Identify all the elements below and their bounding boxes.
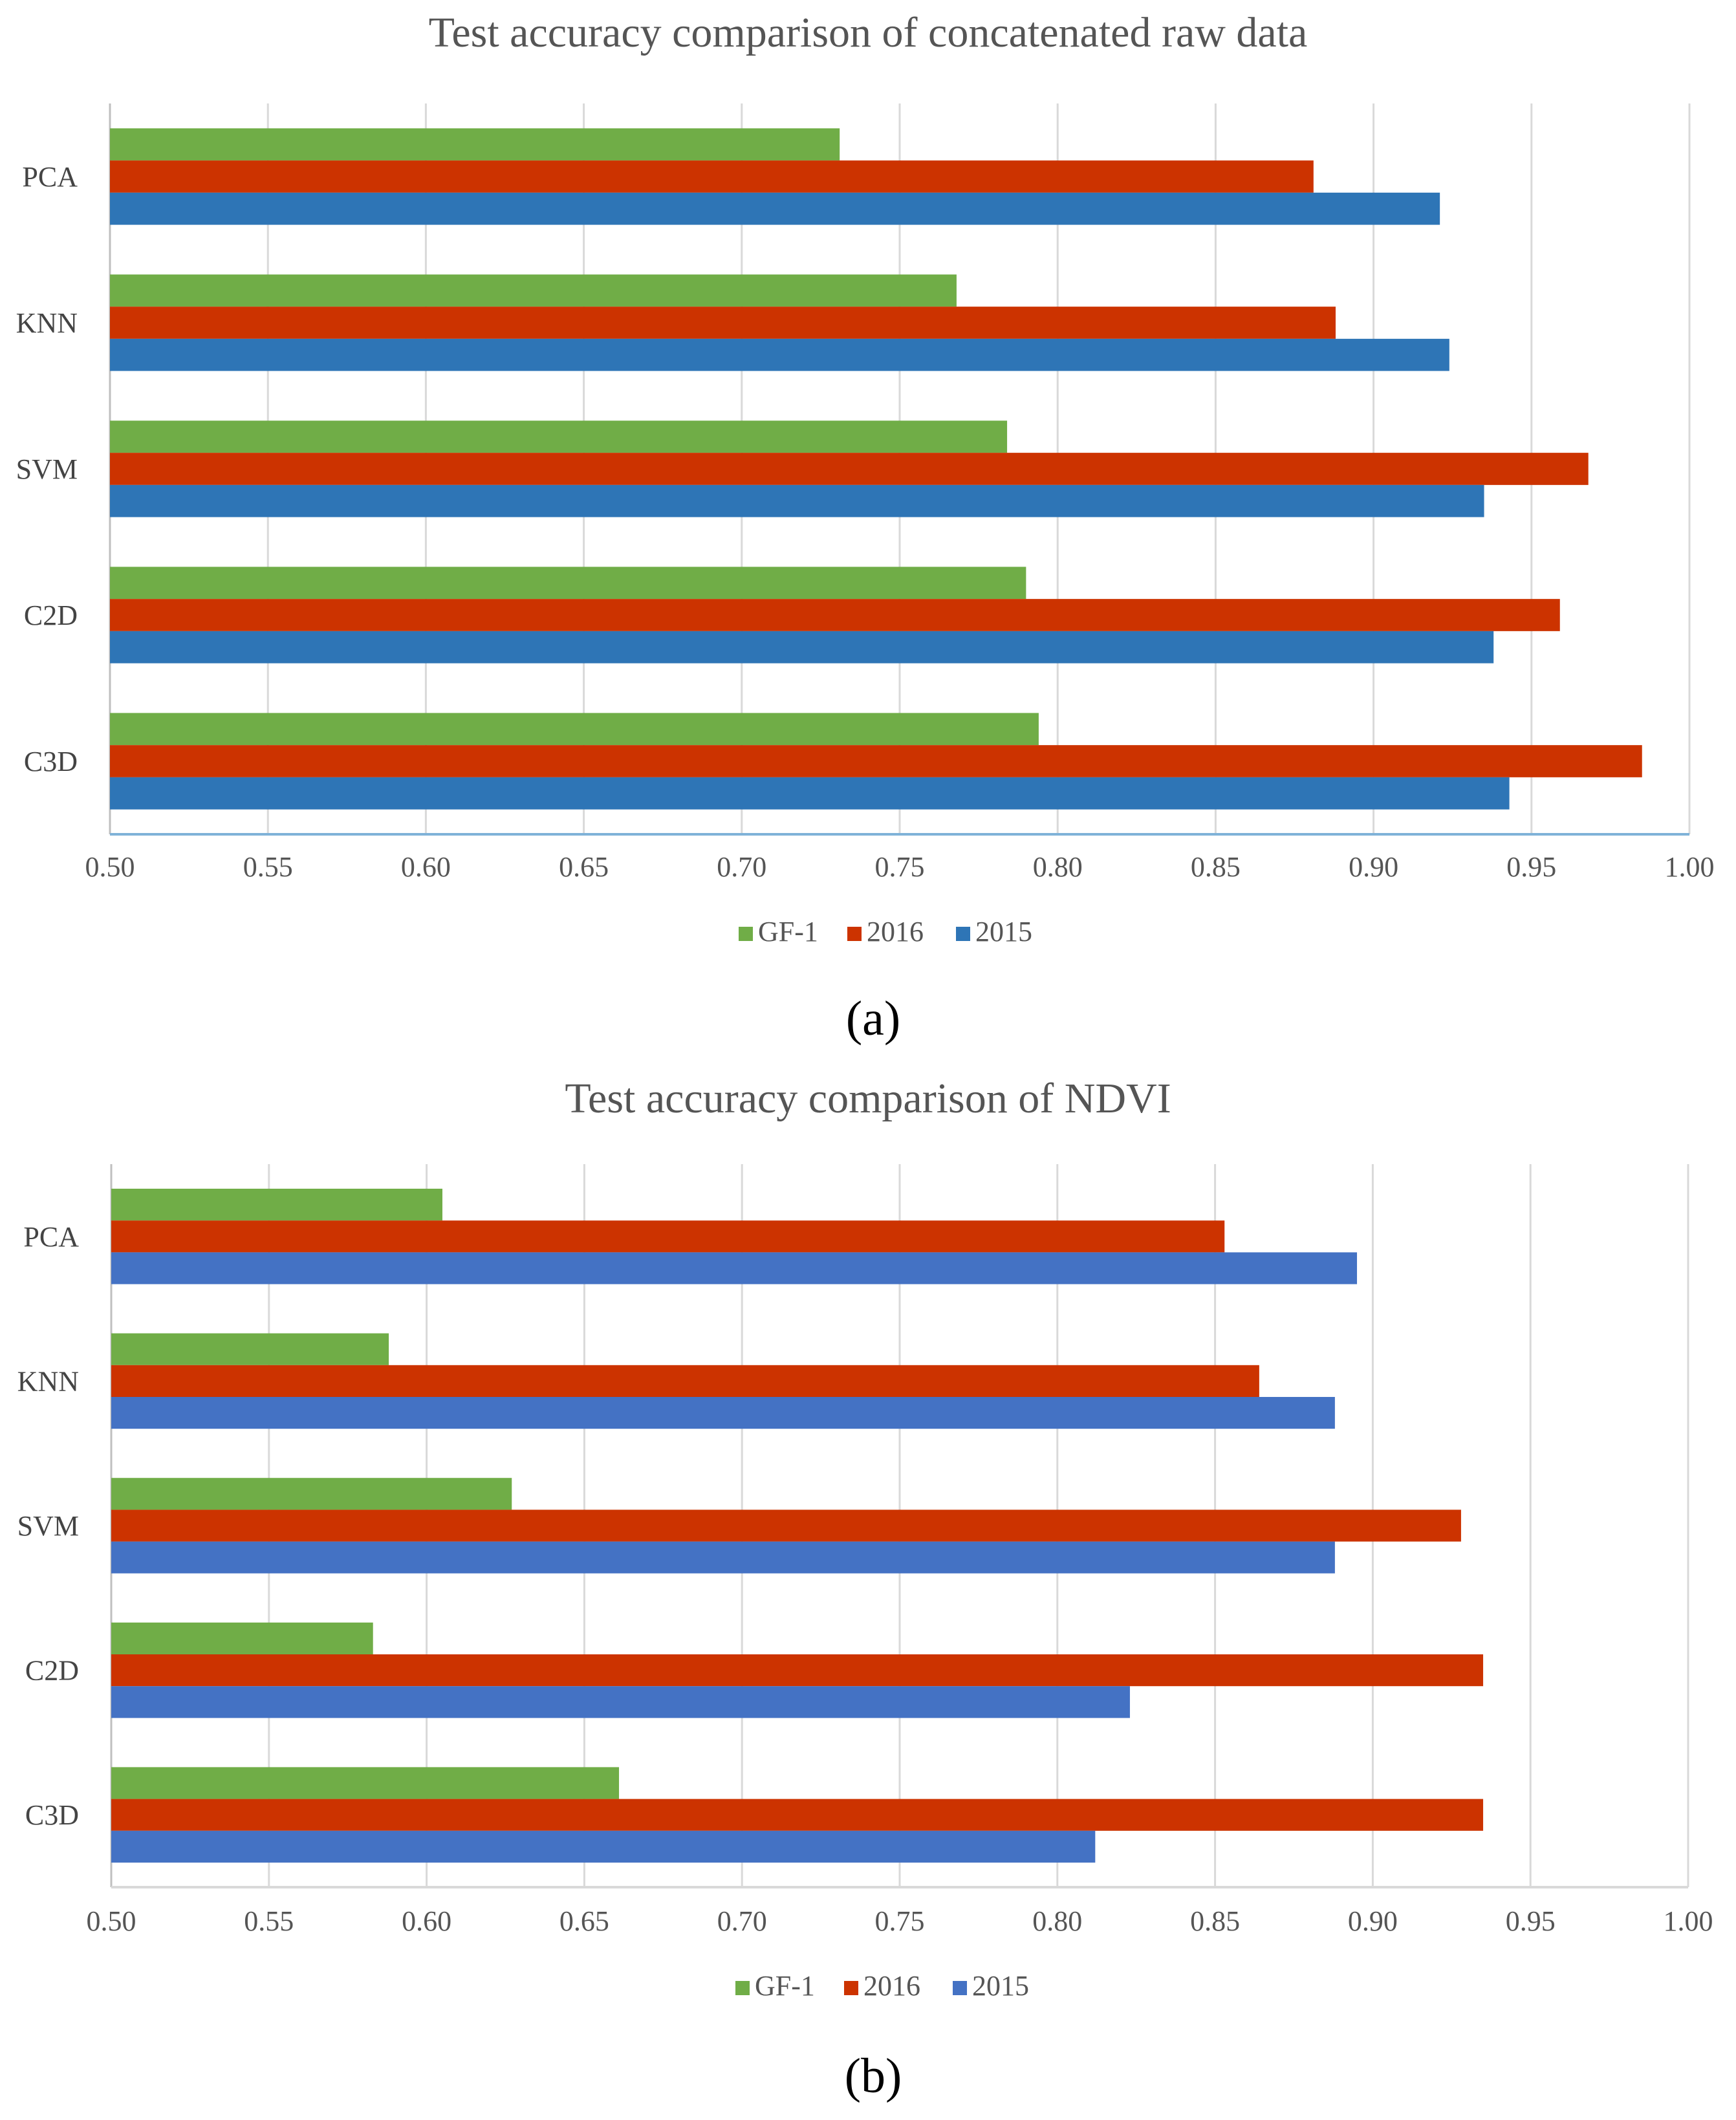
chart-title-b: Test accuracy comparison of NDVI (565, 1075, 1171, 1122)
bar-a-c2d-2016 (110, 599, 1560, 631)
x-tick-label-a-7: 0.85 (1191, 851, 1241, 883)
bar-b-knn-2015 (111, 1396, 1335, 1429)
x-tick-label-a-8: 0.90 (1349, 851, 1398, 883)
x-tick-label-a-4: 0.70 (717, 851, 766, 883)
x-tick-label-b-6: 0.80 (1032, 1905, 1082, 1937)
x-tick-label-a-6: 0.80 (1033, 851, 1083, 883)
legend-label-a-2015: 2015 (975, 916, 1032, 947)
bar-a-knn-gf-1 (110, 274, 957, 307)
x-tick-label-b-8: 0.90 (1348, 1905, 1398, 1937)
caption-a: (a) (846, 991, 900, 1046)
bar-b-svm-2015 (111, 1541, 1335, 1574)
category-label-b-c3d: C3D (25, 1799, 79, 1831)
bar-a-knn-2015 (110, 338, 1449, 371)
category-label-a-c2d: C2D (24, 600, 78, 631)
bar-b-c2d-2015 (111, 1686, 1130, 1718)
chart-a: Test accuracy comparison of concatenated… (16, 9, 1715, 1046)
bar-b-c2d-2016 (111, 1654, 1484, 1687)
legend-swatch-a-2016 (847, 927, 862, 941)
x-tick-label-a-9: 0.95 (1506, 851, 1556, 883)
bar-b-c3d-gf-1 (111, 1767, 620, 1799)
x-tick-label-b-2: 0.60 (402, 1905, 451, 1937)
x-tick-label-b-7: 0.85 (1190, 1905, 1240, 1937)
category-label-a-c3d: C3D (24, 746, 78, 777)
chart-b: Test accuracy comparison of NDVI 0.50 0.55… (17, 1075, 1713, 2103)
bar-a-pca-2016 (110, 160, 1314, 193)
bar-a-pca-2015 (110, 192, 1440, 225)
bar-a-pca-gf-1 (110, 128, 840, 161)
bar-b-c3d-2015 (111, 1830, 1096, 1863)
x-tick-label-b-9: 0.95 (1506, 1905, 1556, 1937)
x-tick-label-b-3: 0.65 (559, 1905, 609, 1937)
bar-b-knn-gf-1 (111, 1333, 389, 1365)
bar-a-c3d-2015 (110, 777, 1510, 810)
legend-swatch-b-2016 (844, 1981, 858, 1995)
x-tick-label-b-0: 0.50 (87, 1905, 136, 1937)
x-tick-label-b-4: 0.70 (717, 1905, 767, 1937)
category-label-b-c2d: C2D (25, 1655, 79, 1687)
bar-b-c2d-gf-1 (111, 1622, 373, 1655)
legend-swatch-a-2015 (956, 927, 970, 941)
category-label-a-svm: SVM (16, 453, 78, 485)
legend-label-b-gf-1: GF-1 (755, 1970, 815, 2002)
bar-a-c3d-2016 (110, 745, 1642, 777)
x-tick-label-b-10: 1.00 (1664, 1905, 1713, 1937)
legend-label-b-2016: 2016 (863, 1970, 920, 2002)
legend-swatch-a-gf-1 (739, 927, 753, 941)
legend-swatch-b-2015 (953, 1981, 967, 1995)
bar-a-c3d-gf-1 (110, 713, 1039, 746)
bar-b-knn-2016 (111, 1365, 1259, 1397)
bar-a-svm-2015 (110, 484, 1484, 517)
bar-a-knn-2016 (110, 307, 1336, 339)
bar-a-svm-2016 (110, 453, 1589, 485)
x-tick-label-a-2: 0.60 (401, 851, 451, 883)
category-label-a-pca: PCA (22, 161, 78, 193)
x-tick-label-a-10: 1.00 (1665, 851, 1715, 883)
bar-a-svm-gf-1 (110, 420, 1008, 453)
legend-label-b-2015: 2015 (972, 1970, 1029, 2002)
x-tick-label-b-5: 0.75 (875, 1905, 925, 1937)
bar-a-c2d-2015 (110, 631, 1494, 664)
legend-swatch-b-gf-1 (735, 1981, 750, 1995)
x-tick-label-a-0: 0.50 (85, 851, 135, 883)
chart-title-a: Test accuracy comparison of concatenated… (429, 9, 1308, 56)
bar-a-c2d-gf-1 (110, 567, 1026, 600)
legend-label-a-2016: 2016 (867, 916, 924, 947)
bar-b-pca-2015 (111, 1252, 1358, 1284)
category-label-b-svm: SVM (17, 1510, 79, 1542)
bar-b-svm-2016 (111, 1509, 1461, 1542)
category-label-b-pca: PCA (23, 1221, 79, 1253)
x-tick-label-a-1: 0.55 (243, 851, 293, 883)
category-label-b-knn: KNN (17, 1365, 79, 1397)
bar-b-c3d-2016 (111, 1799, 1484, 1831)
x-tick-label-a-5: 0.75 (875, 851, 925, 883)
bar-b-svm-gf-1 (111, 1478, 512, 1510)
category-label-a-knn: KNN (16, 307, 78, 339)
bar-b-pca-2016 (111, 1220, 1225, 1253)
x-tick-label-a-3: 0.65 (559, 851, 609, 883)
bar-b-pca-gf-1 (111, 1189, 442, 1221)
x-tick-label-b-1: 0.55 (244, 1905, 294, 1937)
caption-b: (b) (845, 2049, 902, 2103)
legend-label-a-gf-1: GF-1 (758, 916, 818, 947)
